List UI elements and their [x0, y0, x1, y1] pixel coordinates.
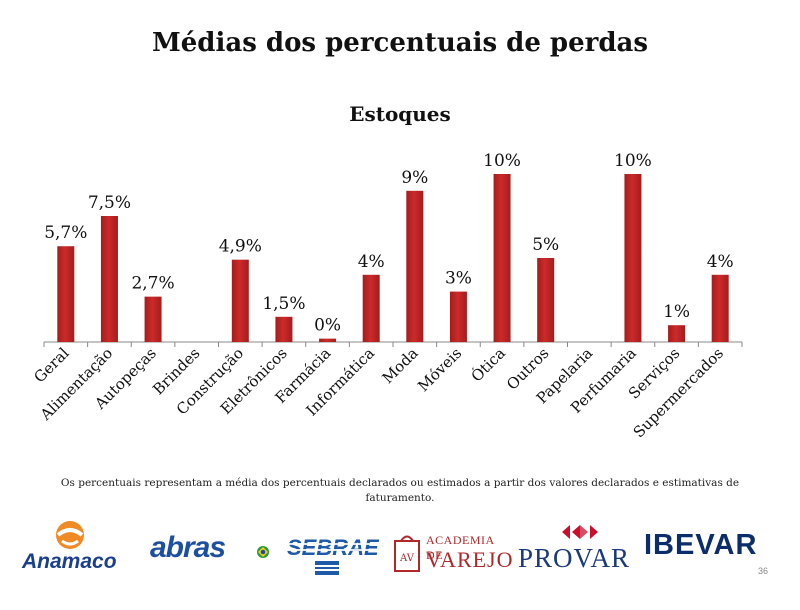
chart-title: Estoques [349, 102, 451, 126]
bar-informática [362, 274, 380, 342]
data-label: 5% [532, 235, 559, 255]
data-label: 3% [445, 269, 472, 289]
bar-outros [537, 258, 555, 342]
sebrae-logo: SEBRAE [285, 527, 379, 577]
academia-line1: ACADEMIA DE [426, 533, 495, 562]
provar-wordmark: PROVAR [518, 543, 631, 573]
brazil-flag-icon [257, 546, 269, 558]
data-label: 4,9% [219, 237, 262, 257]
bar-moda [406, 190, 424, 342]
abras-wordmark: abras [150, 531, 226, 564]
bar-farmácia [319, 338, 337, 342]
data-label: 10% [483, 151, 521, 171]
data-label: 5,7% [44, 223, 87, 243]
category-label: Móveis [414, 344, 465, 395]
ibevar-wordmark: IBEVAR [644, 529, 758, 561]
ibevar-logo: IBEVAR [644, 529, 774, 569]
data-label: 1% [663, 302, 690, 322]
provar-logo: PROVAR [518, 521, 638, 581]
anamaco-wordmark: Anamaco [22, 550, 117, 573]
bar-chart: Estoques5,7%Geral7,5%Alimentação2,7%Auto… [30, 102, 743, 441]
anamaco-logo: Anamaco [22, 517, 142, 577]
bar-perfumaria [624, 174, 642, 342]
anamaco-symbol-icon [56, 521, 84, 549]
bar-autopeças [144, 296, 162, 342]
bar-construção [231, 259, 249, 342]
academia-de-varejo-logo: AV ACADEMIA DE VAREJO [392, 525, 514, 580]
shopping-bag-icon: AV [394, 535, 420, 572]
bar-supermercados [711, 274, 729, 342]
bar-ótica [493, 174, 511, 342]
data-label: 9% [401, 168, 428, 188]
sponsor-logos: Anamaco abras SEBRAE AV ACADEMIA DE VARE… [0, 515, 800, 585]
abras-logo: abras [150, 531, 275, 571]
data-label: 4% [707, 252, 734, 272]
data-label: 4% [358, 252, 385, 272]
data-label: 10% [614, 151, 652, 171]
academia-line2: VAREJO [426, 547, 514, 572]
provar-arrows-icon [562, 525, 598, 539]
bar-móveis [449, 291, 467, 342]
bar-eletrônicos [275, 316, 293, 342]
category-label: Ótica [468, 344, 509, 385]
bar-geral [57, 246, 75, 342]
footnote: Os percentuais representam a média dos p… [60, 477, 740, 504]
page-number: 36 [757, 566, 768, 576]
data-label: 2,7% [131, 274, 174, 294]
data-label: 7,5% [88, 193, 131, 213]
svg-text:AV: AV [399, 553, 415, 564]
bar-alimentação [100, 216, 118, 342]
sebrae-stripes-icon [285, 543, 371, 575]
data-label: 0% [314, 316, 341, 336]
bar-serviços [668, 325, 686, 342]
data-label: 1,5% [262, 294, 305, 314]
page-title: Médias dos percentuais de perdas [151, 28, 648, 58]
chart-area: Estoques 5,7% Geral 7,5% Alimentação 2,7% Auto… [0, 95, 800, 465]
